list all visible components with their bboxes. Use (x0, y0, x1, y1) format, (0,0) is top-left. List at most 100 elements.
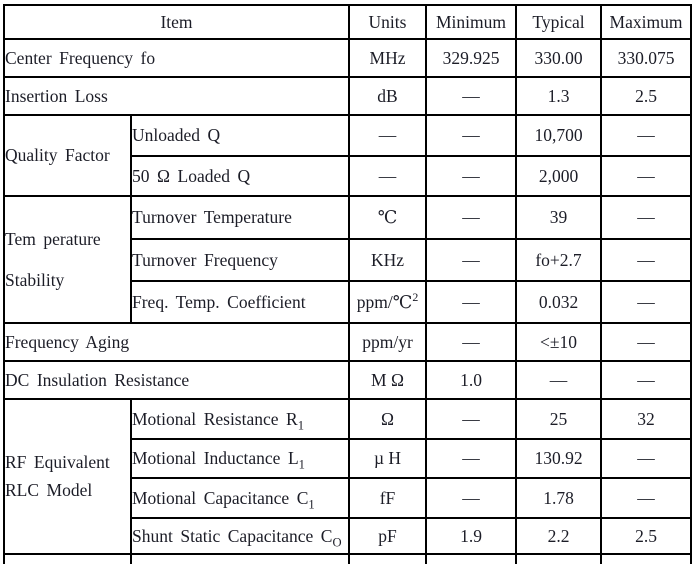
cell-item: Freq. Temp. Coefficient (129, 280, 351, 324)
cell-units: ℃ (348, 195, 428, 240)
cell-maximum: — (600, 155, 693, 197)
cell-units: ppm/℃2 (348, 280, 428, 324)
cell-empty (348, 553, 428, 564)
cell-item: Motional Inductance L1 (129, 438, 351, 479)
cell-units: pF (348, 517, 428, 555)
cell-typical: 39 (515, 195, 603, 240)
table-row: 50 Ω Loaded Q — — 2,000 — (4, 155, 693, 197)
column-header-item: Item (2, 4, 351, 40)
cell-item: DC Insulation Resistance (2, 360, 351, 400)
cell-minimum: — (425, 76, 518, 116)
cell-item: Frequency Aging (2, 322, 351, 362)
column-header-minimum: Minimum (425, 4, 518, 40)
group-label-line2: RLC Model (5, 480, 93, 500)
cell-units: M Ω (348, 360, 428, 400)
table-row: Insertion Loss dB — 1.3 2.5 (2, 76, 693, 116)
group-label-line2: Stability (5, 269, 65, 290)
cell-group-quality-factor: Quality Factor (3, 114, 132, 197)
cell-item: Motional Capacitance C1 (129, 477, 351, 519)
cell-typical: 1.78 (515, 477, 603, 519)
table-row: Quality Factor Unloaded Q — — 10,700 — (3, 114, 693, 197)
cell-empty (425, 553, 518, 564)
cell-maximum: 32 (600, 398, 693, 440)
table-row: DC Insulation Resistance M Ω 1.0 — — (2, 360, 693, 400)
cell-item: Shunt Static Capacitance CO (129, 517, 351, 555)
cell-minimum: 1.0 (425, 360, 518, 400)
table-row: Motional Inductance L1 µ H — 130.92 — (4, 438, 693, 479)
cell-typical: 2.2 (515, 517, 603, 555)
cell-item: Turnover Temperature (129, 195, 351, 240)
cell-units: fF (348, 477, 428, 519)
units-superscript: 2 (412, 289, 419, 304)
specification-table: Item Units Minimum Typical Maximum Cente… (2, 4, 693, 564)
cell-minimum: — (425, 238, 518, 282)
cell-typical: 0.032 (515, 280, 603, 324)
table-row: Center Frequency fo MHz 329.925 330.00 3… (2, 38, 693, 78)
cell-units: Ω (348, 398, 428, 440)
cell-typical: 10,700 (515, 114, 603, 157)
cell-maximum: — (600, 360, 693, 400)
cell-item: Motional Resistance R1 (129, 398, 351, 440)
cell-minimum: — (425, 398, 518, 440)
cell-units: dB (348, 76, 428, 116)
column-header-typical: Typical (515, 4, 603, 40)
item-subscript: O (332, 535, 342, 549)
cell-minimum: — (425, 280, 518, 324)
header-row: Item Units Minimum Typical Maximum (2, 4, 693, 40)
cell-item: Turnover Frequency (129, 238, 351, 282)
cell-units: µ H (348, 438, 428, 479)
table-row: Shunt Static Capacitance CO pF 1.9 2.2 2… (4, 517, 693, 555)
cell-maximum: — (600, 438, 693, 479)
cell-minimum: — (425, 195, 518, 240)
cell-empty (3, 553, 132, 564)
cell-group-temperature-stability: Tem perature Stability (3, 195, 132, 324)
cell-typical: — (515, 360, 603, 400)
table-row: Motional Capacitance C1 fF — 1.78 — (4, 477, 693, 519)
table-row: Turnover Frequency KHz — fo+2.7 — (4, 238, 693, 282)
table-row: Freq. Temp. Coefficient ppm/℃2 — 0.032 — (4, 280, 693, 324)
partial-cutoff-row (3, 553, 693, 564)
cell-minimum: — (425, 322, 518, 362)
cell-typical: 130.92 (515, 438, 603, 479)
column-header-units: Units (348, 4, 428, 40)
cell-minimum: 1.9 (425, 517, 518, 555)
item-subscript: 1 (298, 457, 305, 472)
cell-maximum: — (600, 280, 693, 324)
cell-item: Insertion Loss (2, 76, 351, 116)
cell-units: — (348, 155, 428, 197)
cell-maximum: 2.5 (600, 76, 693, 116)
cell-maximum: — (600, 114, 693, 157)
cell-units: — (348, 114, 428, 157)
cell-maximum: 2.5 (600, 517, 693, 555)
cell-maximum: — (600, 477, 693, 519)
cell-typical: <±10 (515, 322, 603, 362)
cell-minimum: — (425, 438, 518, 479)
cell-units: MHz (348, 38, 428, 78)
cell-units: ppm/yr (348, 322, 428, 362)
group-label-line1: Tem perature (5, 228, 101, 249)
cell-minimum: 329.925 (425, 38, 518, 78)
cell-minimum: — (425, 477, 518, 519)
cell-typical: 1.3 (515, 76, 603, 116)
cell-minimum: — (425, 114, 518, 157)
cell-typical: 330.00 (515, 38, 603, 78)
group-label-line1: RF Equivalent (5, 452, 110, 472)
cell-typical: 25 (515, 398, 603, 440)
table-row: RF Equivalent RLC Model Motional Resista… (3, 398, 693, 555)
cell-maximum: — (600, 238, 693, 282)
cell-minimum: — (425, 155, 518, 197)
cell-maximum: — (600, 195, 693, 240)
cell-maximum: 330.075 (600, 38, 693, 78)
cell-empty (129, 553, 351, 564)
item-subscript: 1 (308, 497, 315, 511)
item-subscript: 1 (297, 418, 305, 432)
table-row: Tem perature Stability Turnover Temperat… (3, 195, 693, 324)
cell-typical: fo+2.7 (515, 238, 603, 282)
cell-group-rf-equivalent-rlc-model: RF Equivalent RLC Model (3, 398, 132, 555)
cell-item: 50 Ω Loaded Q (129, 155, 351, 197)
cell-maximum: — (600, 322, 693, 362)
cell-item: Unloaded Q (129, 114, 351, 157)
cell-item: Center Frequency fo (2, 38, 351, 78)
cell-empty (600, 553, 693, 564)
